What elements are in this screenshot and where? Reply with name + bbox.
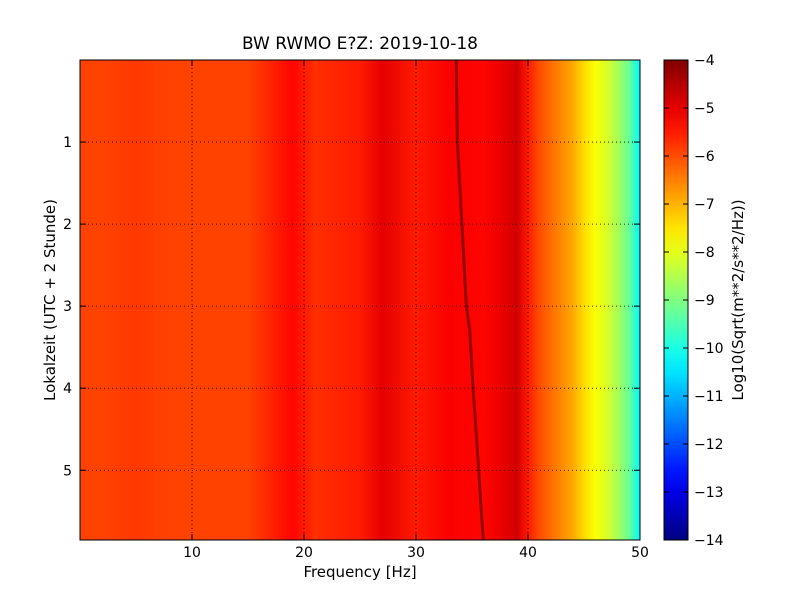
- colorbar-tick-label: −4: [694, 53, 715, 69]
- y-tick-label: 2: [63, 217, 72, 233]
- colorbar-tick-label: −13: [694, 485, 724, 501]
- colorbar-tick-label: −11: [694, 389, 724, 405]
- colorbar-tick-label: −14: [694, 533, 724, 549]
- x-tick-label: 20: [295, 545, 313, 561]
- colorbar-tick-label: −12: [694, 437, 724, 453]
- tremor-line: [454, 59, 485, 541]
- plot-frame: [79, 59, 641, 541]
- colorbar-label: Log10(Sqrt(m**2/s**2/Hz)): [729, 199, 747, 400]
- colorbar-tick-label: −5: [694, 101, 715, 117]
- colorbar-tick-label: −7: [694, 197, 715, 213]
- y-tick-label: 4: [63, 381, 72, 397]
- y-tick-label: 3: [63, 299, 72, 315]
- colorbar-tick-label: −6: [694, 149, 715, 165]
- x-tick-label: 10: [183, 545, 201, 561]
- spectrogram-heatmap: [80, 60, 640, 540]
- x-axis-label: Frequency [Hz]: [303, 563, 416, 581]
- chart-title: BW RWMO E?Z: 2019-10-18: [242, 34, 478, 54]
- colorbar-tick-label: −9: [694, 293, 715, 309]
- x-tick-label: 50: [631, 545, 649, 561]
- colorbar-tick-label: −8: [694, 245, 715, 261]
- y-axis-label: Lokalzeit (UTC + 2 Stunde): [41, 199, 59, 401]
- y-tick-label: 1: [63, 135, 72, 151]
- y-tick-label: 5: [63, 463, 72, 479]
- x-tick-label: 40: [519, 545, 537, 561]
- colorbar-tick-label: −10: [694, 341, 724, 357]
- x-tick-label: 30: [407, 545, 425, 561]
